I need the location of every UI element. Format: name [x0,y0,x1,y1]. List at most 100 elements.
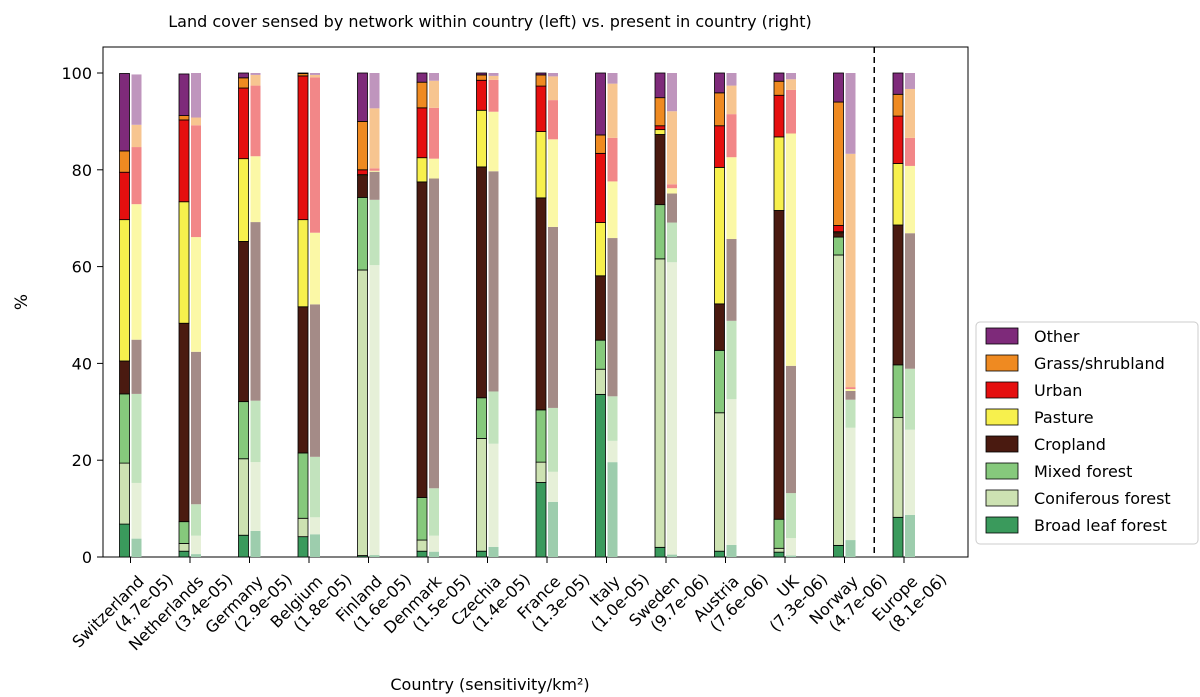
bar-segment-country-broad-leaf-forest [429,551,439,557]
bar-segment-network-pasture [892,163,904,226]
bars-layer [119,72,915,558]
bar-segment-network-coniferous-forest [297,517,309,538]
bar-segment-country-grass-shrubland [905,88,915,138]
bar-segment-country-mixed-forest [191,504,201,536]
bar-segment-network-coniferous-forest [357,269,368,556]
bar-segment-network-urban [714,125,725,168]
bar-segment-country-other [131,74,142,125]
bar-segment-network-coniferous-forest [654,258,666,548]
bar-segment-country-other [607,73,618,84]
plot-area [102,46,969,558]
bar-segment-network-pasture [535,131,547,199]
bar-segment-network-cropland [773,210,785,520]
bar-segment-country-broad-leaf-forest [726,544,737,557]
bar-segment-country-broad-leaf-forest [310,534,320,557]
bar-segment-network-pasture [238,158,249,242]
bar-segment-network-broad-leaf-forest [297,536,309,558]
bar-segment-network-mixed-forest [297,452,309,519]
bar-segment-network-urban [773,94,785,138]
bar-segment-network-coniferous-forest [119,462,130,525]
bar-segment-network-broad-leaf-forest [773,551,785,558]
bar-segment-network-urban [416,107,428,159]
bar-segment-country-mixed-forest [607,396,618,441]
bar-segment-network-broad-leaf-forest [595,393,606,558]
legend-swatch [985,435,1019,453]
bar-segment-network-broad-leaf-forest [714,550,725,558]
bar-segment-country-urban [607,137,618,182]
bar-segment-network-broad-leaf-forest [833,544,844,558]
legend-label: Mixed forest [1034,462,1132,481]
bar-segment-country-broad-leaf-forest [905,514,915,557]
bar-segment-country-grass-shrubland [429,80,439,108]
bar-segment-network-cropland [654,134,666,206]
bar-segment-network-cropland [297,306,309,454]
bar-segment-country-coniferous-forest [667,262,677,555]
bar-segment-country-cropland [310,304,320,457]
bar-segment-country-pasture [429,158,439,179]
bar-segment-country-cropland [250,222,261,401]
bar-segment-network-coniferous-forest [833,254,844,546]
bar-segment-network-pasture [654,129,666,135]
bar-segment-network-other [773,72,785,82]
x-tick-label: Belgium(1.8e-05) [266,556,355,645]
bar-segment-network-grass-shrubland [833,101,844,226]
bar-segment-country-other [191,73,201,118]
bar-segment-country-mixed-forest [250,400,261,463]
bar-segment-country-other [726,73,737,86]
bar-segment-network-other [119,73,130,152]
bar-segment-network-mixed-forest [357,196,368,271]
bar-segment-network-coniferous-forest [476,438,487,552]
legend-swatch [985,489,1019,507]
bar-segment-country-coniferous-forest [191,535,201,555]
bar-segment-country-urban [845,387,856,390]
bar-segment-country-cropland [131,339,142,394]
bar-segment-network-cropland [119,360,130,395]
bar-segment-network-pasture [297,219,309,308]
bar-segment-network-broad-leaf-forest [654,546,666,558]
legend-swatch [985,327,1019,345]
x-tick-label: Europe(8.1e-06) [868,556,950,638]
bar-segment-country-mixed-forest [488,391,499,444]
legend-swatch [985,516,1019,534]
bar-segment-country-pasture [845,389,856,391]
bar-segment-network-urban [357,169,368,176]
legend-swatch [985,354,1019,372]
bar-segment-country-grass-shrubland [548,76,558,101]
bar-segment-network-other [357,72,368,122]
bar-segment-network-coniferous-forest [238,458,249,536]
bar-segment-network-grass-shrubland [773,80,785,96]
bar-segment-network-mixed-forest [833,236,844,256]
bar-segment-network-broad-leaf-forest [892,516,904,558]
bar-segment-country-grass-shrubland [131,124,142,148]
bar-segment-country-urban [548,100,558,140]
bar-segment-network-cropland [416,181,428,498]
bar-segment-network-broad-leaf-forest [238,534,249,558]
x-tick-label: France(1.3e-05) [513,556,593,636]
bar-segment-country-coniferous-forest [726,399,737,545]
bar-segment-network-cropland [238,241,249,403]
bar-segment-country-coniferous-forest [905,429,915,515]
bar-segment-network-urban [892,115,904,164]
bar-segment-network-broad-leaf-forest [476,550,487,558]
bar-segment-network-grass-shrubland [892,93,904,117]
bar-segment-country-cropland [607,238,618,397]
bar-segment-country-cropland [488,171,499,392]
bar-segment-country-other [786,73,796,80]
y-tick-label: 0 [82,548,92,567]
bar-segment-network-broad-leaf-forest [119,523,130,558]
y-tick-label: 40 [72,354,92,373]
y-tick-label: 20 [72,451,92,470]
bar-segment-country-other [488,73,499,76]
bar-segment-country-grass-shrubland [191,117,201,126]
bar-segment-country-grass-shrubland [667,111,677,185]
y-axis-label: % [12,294,32,310]
bar-segment-network-other [892,72,904,95]
bar-segment-country-cropland [191,351,201,505]
bar-segment-country-broad-leaf-forest [845,540,856,557]
bar-segment-network-cropland [595,275,606,341]
bar-segment-country-cropland [845,390,856,400]
bar-segment-network-mixed-forest [773,518,785,549]
bar-segment-country-coniferous-forest [786,538,796,556]
bar-segment-country-other [667,73,677,112]
bar-segment-network-cropland [535,197,547,411]
